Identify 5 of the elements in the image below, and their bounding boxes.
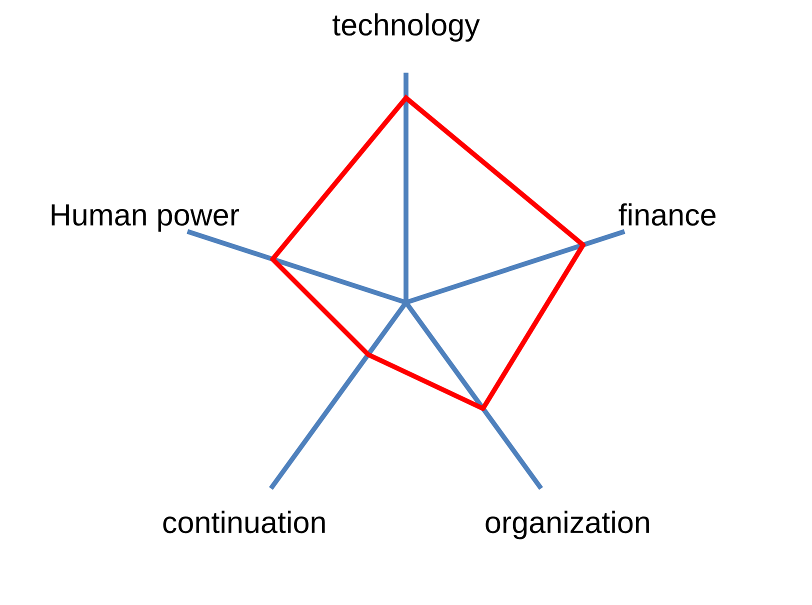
spoke-label: Human power <box>52 204 240 232</box>
spoke-label: continuation <box>163 510 325 534</box>
spoke-label: organization <box>486 510 649 540</box>
spoke-label: technology <box>332 13 480 42</box>
spoke-label: finance <box>618 203 716 226</box>
